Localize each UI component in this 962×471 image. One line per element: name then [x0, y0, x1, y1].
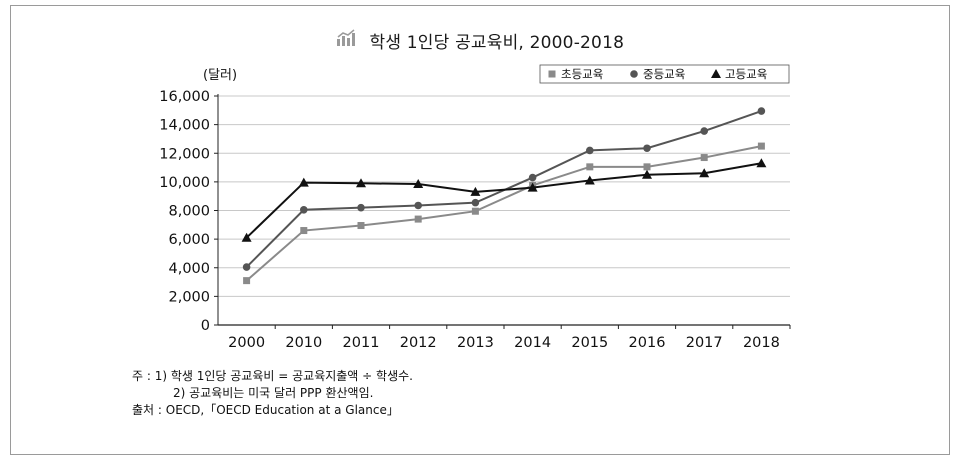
data-point	[643, 144, 651, 153]
data-point	[757, 107, 766, 115]
y-axis-unit-label: (달러)	[203, 68, 237, 83]
y-tick-label: 6,000	[168, 232, 210, 248]
data-point	[527, 182, 538, 192]
series-lines	[241, 107, 767, 285]
legend-box	[539, 64, 790, 84]
data-point	[584, 175, 595, 185]
x-tick-label: 2015	[571, 335, 608, 351]
data-point	[357, 222, 365, 230]
y-tick-label: 0	[201, 318, 210, 334]
gridlines	[218, 95, 790, 297]
data-point	[243, 277, 251, 285]
data-point	[757, 142, 765, 150]
x-tick-label: 2017	[686, 335, 723, 351]
source-note: 출처 : OECD,「OECD Education at a Glance」	[132, 403, 399, 417]
legend-marker	[548, 70, 556, 78]
data-point	[643, 163, 651, 171]
x-tick-label: 2016	[629, 335, 666, 351]
x-tick-label: 2010	[285, 335, 322, 351]
chart-title: 학생 1인당 공교육비, 2000-2018	[369, 33, 625, 53]
y-tick-label: 16,000	[159, 89, 210, 105]
x-tick-label: 2011	[343, 335, 380, 351]
chart-title-row: 학생 1인당 공교육비, 2000-2018	[11, 28, 949, 53]
x-tick-label: 2014	[514, 335, 551, 351]
data-point	[471, 207, 479, 215]
y-tick-label: 8,000	[168, 204, 210, 220]
data-point	[642, 169, 652, 179]
data-point	[470, 186, 481, 196]
series-3	[241, 158, 767, 242]
data-point	[586, 146, 594, 155]
legend-marker	[630, 70, 638, 78]
data-point	[700, 127, 708, 135]
data-point	[356, 178, 366, 188]
data-point	[241, 232, 252, 242]
data-point	[300, 205, 308, 214]
data-point	[298, 177, 309, 187]
bar-chart-icon	[336, 29, 358, 52]
legend-label: 중등교육	[643, 67, 685, 81]
footnote-1: 주 : 1) 학생 1인당 공교육비 = 공교육지출액 ÷ 학생수.	[132, 369, 413, 383]
x-tick-label: 2013	[457, 335, 494, 351]
legend-marker	[711, 69, 721, 78]
data-point	[242, 263, 251, 271]
data-point	[699, 168, 710, 178]
y-tick-label: 12,000	[159, 146, 210, 162]
y-tick-label: 14,000	[159, 118, 210, 134]
legend-label: 초등교육	[561, 67, 603, 81]
x-tick-label: 2000	[228, 335, 265, 351]
x-tick-label: 2018	[743, 335, 780, 351]
data-point	[413, 179, 424, 189]
x-tick-label: 2012	[400, 335, 437, 351]
y-tick-label: 2,000	[168, 289, 210, 305]
series-line	[245, 145, 762, 282]
y-tick-label: 4,000	[168, 261, 210, 277]
data-point	[528, 173, 537, 182]
footnote-2: 2) 공교육비는 미국 달러 PPP 환산액임.	[173, 386, 374, 400]
data-point	[357, 203, 365, 212]
data-point	[700, 154, 708, 162]
figure-frame: 학생 1인당 공교육비, 2000-2018	[10, 5, 950, 455]
data-point	[471, 198, 480, 207]
data-point	[300, 227, 308, 235]
y-tick-label: 10,000	[159, 175, 210, 191]
data-point	[414, 201, 423, 210]
data-point	[756, 158, 767, 168]
y-axis-ticks: 0 2,000 4,000 6,000 8,000 10,000 12,000 14,000 1…	[159, 89, 210, 334]
axes	[214, 94, 791, 329]
series-1	[243, 142, 765, 285]
footnotes: 주 : 1) 학생 1인당 공교육비 = 공교육지출액 ÷ 학생수. 2) 공교…	[132, 368, 413, 419]
legend: 초등교육 중등교육 고등교육	[539, 64, 790, 84]
data-point	[586, 163, 594, 171]
x-axis-ticks: 2000 2010 2011 2012 2013 2014 2015 2016 2017 2018	[228, 335, 780, 351]
data-point	[414, 215, 422, 223]
series-line	[245, 162, 762, 239]
legend-label: 고등교육	[725, 67, 767, 81]
